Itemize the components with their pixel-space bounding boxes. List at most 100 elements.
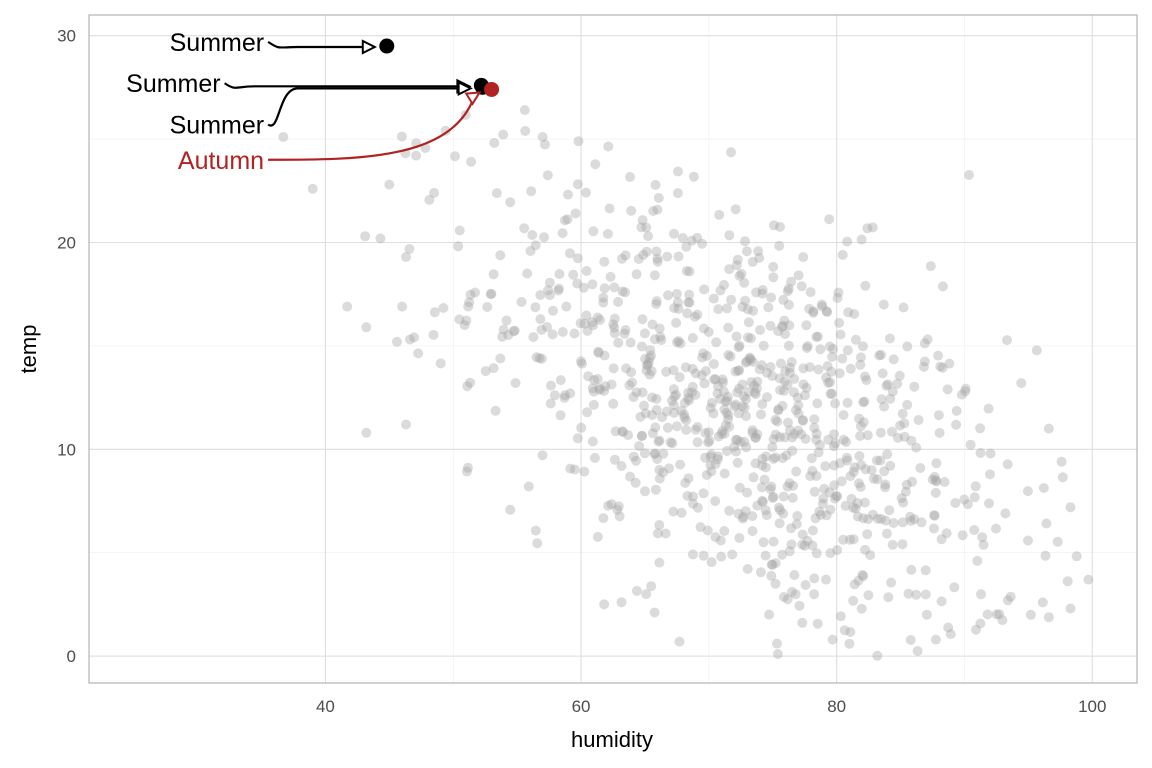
background-point <box>994 609 1005 620</box>
background-point <box>972 555 983 566</box>
background-point <box>583 371 594 382</box>
background-point <box>850 503 861 514</box>
background-point <box>569 328 580 339</box>
background-point <box>798 363 809 374</box>
background-point <box>897 517 908 528</box>
background-point <box>557 228 568 239</box>
background-point <box>830 438 841 449</box>
background-point <box>808 306 819 317</box>
background-point <box>617 286 628 297</box>
background-point <box>846 493 857 504</box>
background-point <box>480 366 491 377</box>
background-point <box>576 358 587 369</box>
background-point <box>930 487 941 498</box>
background-point <box>811 548 822 559</box>
background-point <box>510 378 521 388</box>
background-point <box>856 460 867 470</box>
background-point <box>732 457 743 468</box>
background-point <box>624 380 635 391</box>
background-point <box>470 287 481 298</box>
background-point <box>797 529 808 540</box>
background-point <box>1031 345 1042 356</box>
background-point <box>667 438 678 449</box>
background-point <box>848 534 859 545</box>
background-point <box>731 260 742 271</box>
background-point <box>754 252 765 263</box>
background-point <box>734 365 745 376</box>
background-point <box>827 634 838 645</box>
background-point <box>462 462 473 473</box>
background-point <box>676 507 687 518</box>
background-point <box>1062 576 1073 587</box>
background-point <box>588 320 599 331</box>
background-point <box>824 341 835 352</box>
background-point <box>862 430 873 441</box>
background-point <box>754 364 765 375</box>
background-point <box>608 398 619 409</box>
background-point <box>652 256 663 267</box>
background-point <box>604 203 615 214</box>
background-point <box>772 638 782 649</box>
background-point <box>598 297 609 308</box>
background-point <box>579 318 590 329</box>
background-point <box>720 420 731 431</box>
background-point <box>743 317 754 328</box>
background-point <box>862 529 873 540</box>
background-point <box>777 400 788 411</box>
background-point <box>842 455 853 466</box>
background-point <box>668 384 679 395</box>
background-point <box>956 389 967 400</box>
background-point <box>894 370 905 381</box>
background-point <box>1000 508 1011 519</box>
background-point <box>482 302 493 312</box>
callout-connector <box>224 82 464 89</box>
background-point <box>901 479 912 490</box>
background-point <box>930 634 941 645</box>
y-tick-label: 0 <box>67 647 76 666</box>
background-point <box>852 498 863 509</box>
callout-arrowhead <box>457 80 473 97</box>
background-point <box>742 487 753 498</box>
background-point <box>833 287 844 298</box>
background-point <box>812 398 823 409</box>
background-point <box>1056 456 1067 467</box>
background-point <box>687 381 698 392</box>
background-point <box>905 635 916 645</box>
background-point <box>844 638 855 649</box>
background-point <box>527 230 538 240</box>
background-point <box>931 458 942 469</box>
background-point <box>762 367 772 378</box>
background-point <box>642 360 653 371</box>
background-point <box>572 433 583 444</box>
background-point <box>856 234 867 245</box>
background-point <box>837 249 848 260</box>
background-point <box>1002 459 1013 470</box>
background-point <box>613 337 624 348</box>
background-point <box>722 395 732 406</box>
background-point <box>536 353 547 364</box>
background-point <box>747 427 758 438</box>
background-point <box>687 333 698 343</box>
background-point <box>628 451 639 462</box>
background-point <box>815 344 826 355</box>
background-point <box>743 386 754 397</box>
background-point <box>783 283 794 294</box>
background-point <box>874 350 885 361</box>
background-point <box>706 466 717 477</box>
background-point <box>717 374 728 385</box>
background-point <box>982 609 993 620</box>
background-point <box>813 364 824 375</box>
background-point <box>945 629 956 640</box>
highlighted-point <box>379 38 395 54</box>
background-point <box>821 574 831 585</box>
background-point <box>991 523 1001 534</box>
background-point <box>900 486 911 497</box>
background-point <box>638 249 649 260</box>
background-point <box>770 429 781 440</box>
background-point <box>825 548 836 559</box>
background-point <box>937 281 948 292</box>
background-point <box>739 402 750 413</box>
background-point <box>902 341 913 352</box>
background-point <box>665 437 676 448</box>
background-point <box>858 417 869 428</box>
